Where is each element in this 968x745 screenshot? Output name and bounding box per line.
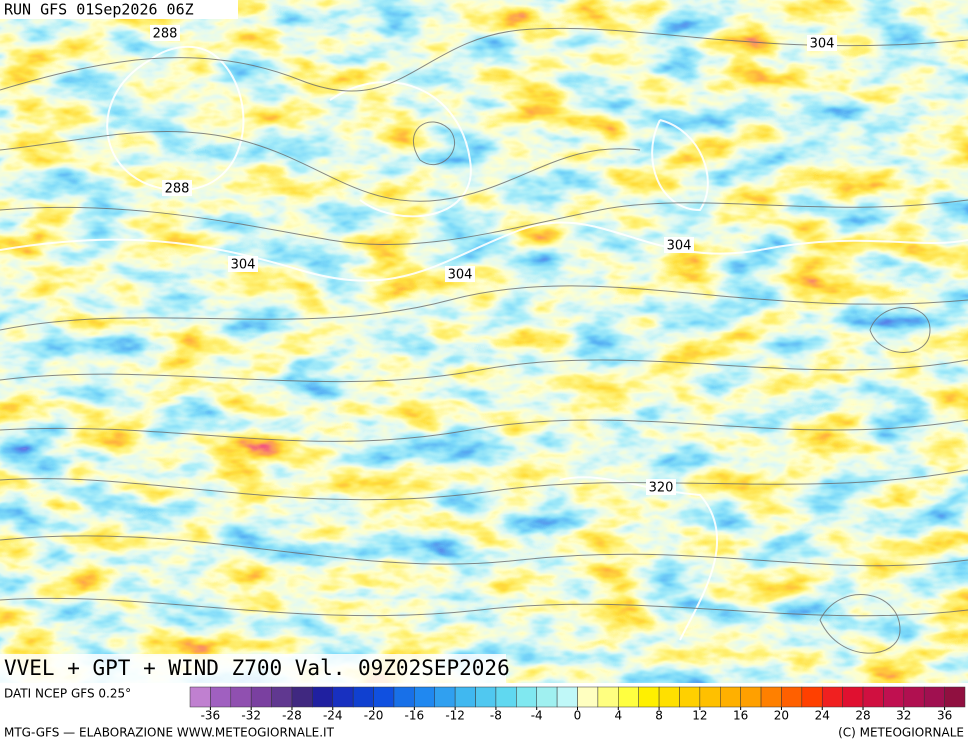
tick-label: 32: [896, 709, 911, 723]
contour-label: 304: [810, 37, 835, 52]
color-swatch: [210, 686, 232, 708]
tick-label: -20: [364, 709, 384, 723]
footer-left: MTG-GFS — ELABORAZIONE WWW.METEOGIORNALE…: [4, 726, 335, 740]
color-swatch: [271, 686, 293, 708]
tick-label: 28: [855, 709, 870, 723]
color-swatch: [658, 686, 680, 708]
contour-label-box: [807, 35, 837, 51]
contour-label: 288: [153, 27, 178, 42]
color-swatch: [903, 686, 925, 708]
tick-label: 8: [655, 709, 663, 723]
color-swatch: [312, 686, 334, 708]
tick-label: -8: [490, 709, 502, 723]
tick-label: 36: [937, 709, 952, 723]
contour-label: 320: [649, 481, 674, 496]
color-swatch: [699, 686, 721, 708]
color-swatch: [373, 686, 395, 708]
tick-label: -4: [531, 709, 543, 723]
color-swatch: [740, 686, 762, 708]
contour-label-box: [664, 237, 694, 253]
vertical-velocity-field: [0, 0, 968, 683]
color-swatch: [923, 686, 945, 708]
tick-label: -36: [201, 709, 221, 723]
color-swatch: [454, 686, 476, 708]
color-swatch: [618, 686, 639, 708]
tick-label: 16: [733, 709, 748, 723]
contour-label: 304: [231, 258, 256, 273]
color-swatch: [291, 686, 313, 708]
color-swatch: [801, 686, 823, 708]
tick-label: 12: [692, 709, 707, 723]
color-swatch: [495, 686, 517, 708]
color-swatch: [760, 686, 782, 708]
color-swatch: [883, 686, 905, 708]
contour-label-box: [445, 266, 475, 282]
color-swatch: [944, 686, 966, 708]
color-swatch: [821, 686, 843, 708]
run-label: RUN GFS 01Sep2026 06Z: [4, 1, 194, 19]
color-swatch: [352, 686, 374, 708]
contour-label-box: [228, 256, 258, 272]
geopotential-contours: [0, 45, 968, 641]
map: 288 288 304 304 304 304 320: [0, 0, 968, 683]
color-swatch: [332, 686, 354, 708]
color-swatch: [250, 686, 272, 708]
color-swatch: [189, 686, 211, 708]
run-box: [0, 0, 238, 19]
contour-label-box: [646, 479, 676, 495]
contour-label-box: [162, 180, 192, 196]
wind-streamlines: [0, 27, 968, 654]
tick-label: -16: [405, 709, 425, 723]
color-swatch: [862, 686, 884, 708]
contour-label: 304: [448, 268, 473, 283]
contour-label: 304: [667, 239, 692, 254]
color-swatch: [556, 686, 578, 708]
color-swatch: [414, 686, 435, 708]
color-swatch: [516, 686, 537, 708]
tick-label: -28: [282, 709, 302, 723]
contour-label: 288: [165, 182, 190, 197]
tick-label: 24: [815, 709, 830, 723]
contour-label-box: [150, 25, 180, 41]
tick-label: -24: [323, 709, 343, 723]
color-swatch: [577, 686, 599, 708]
color-swatch: [638, 686, 660, 708]
color-swatch: [475, 686, 497, 708]
tick-label: 20: [774, 709, 789, 723]
tick-label: -32: [241, 709, 261, 723]
contour-labels: 288 288 304 304 304 304 320: [150, 25, 837, 496]
tick-label: 4: [614, 709, 622, 723]
tick-label: 0: [574, 709, 582, 723]
color-swatch: [679, 686, 701, 708]
tick-label: -12: [445, 709, 465, 723]
footer-right: (C) METEOGIORNALE: [838, 726, 964, 740]
color-swatch: [393, 686, 415, 708]
color-swatch: [781, 686, 803, 708]
map-title: VVEL + GPT + WIND Z700 Val. 09Z02SEP2026: [4, 656, 510, 680]
color-swatch: [720, 686, 741, 708]
color-swatch: [434, 686, 456, 708]
title-box: [0, 654, 506, 683]
color-swatch: [230, 686, 252, 708]
source-label: DATI NCEP GFS 0.25°: [4, 687, 131, 701]
color-scale: -36 -32 -28 -24 -20 -16 -12 -8 -4 0 4 8 12 16 20 24 28 32…: [189, 686, 966, 723]
color-swatch: [842, 686, 864, 708]
color-swatch: [536, 686, 558, 708]
color-swatch: [597, 686, 619, 708]
